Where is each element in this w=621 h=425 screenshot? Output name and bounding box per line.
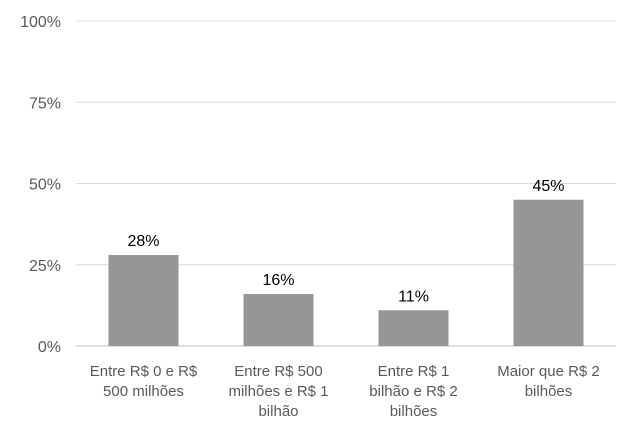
y-tick-label: 100% — [20, 14, 61, 31]
bar — [243, 294, 314, 346]
category-label-line: 500 milhões — [103, 383, 184, 400]
y-tick-label: 50% — [29, 177, 61, 194]
data-label: 16% — [262, 272, 294, 289]
y-tick-label: 0% — [38, 339, 61, 356]
category-label-line: bilhão — [258, 403, 298, 420]
category-label-line: bilhão e R$ 2 — [369, 383, 457, 400]
category-label-line: Entre R$ 1 — [378, 363, 450, 380]
x-axis-category-labels: Entre R$ 0 e R$ 500 milhões Entre R$ 500 mi… — [90, 363, 600, 420]
bar — [108, 255, 179, 346]
bar — [513, 199, 584, 346]
bar — [378, 310, 449, 346]
category-label-line: milhões e R$ 1 — [228, 383, 328, 400]
data-label: 45% — [532, 178, 564, 195]
data-label: 28% — [127, 233, 159, 250]
data-label: 11% — [398, 288, 429, 305]
category-label-line: bilhões — [390, 403, 438, 420]
y-tick-label: 75% — [29, 95, 61, 112]
bars — [108, 199, 584, 346]
data-labels: 28% 16% 11% 45% — [127, 178, 564, 306]
category-label: Entre R$ 500 milhões e R$ 1 bilhão — [228, 363, 328, 420]
category-label: Entre R$ 0 e R$ 500 milhões — [90, 363, 198, 400]
category-label-line: Entre R$ 0 e R$ — [90, 363, 198, 380]
category-label-line: Maior que R$ 2 — [497, 363, 600, 380]
y-axis-tick-labels: 0% 25% 50% 75% 100% — [20, 14, 61, 356]
category-label-line: bilhões — [525, 383, 573, 400]
category-label: Maior que R$ 2 bilhões — [497, 363, 600, 400]
category-label: Entre R$ 1 bilhão e R$ 2 bilhões — [369, 363, 457, 420]
category-label-line: Entre R$ 500 — [234, 363, 322, 380]
y-tick-label: 25% — [29, 258, 61, 275]
